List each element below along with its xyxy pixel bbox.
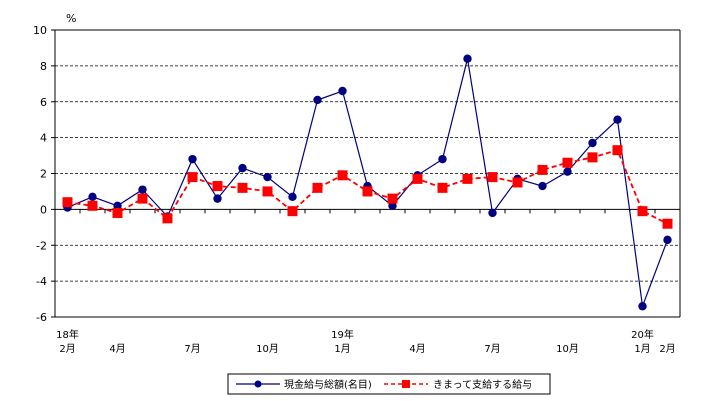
y-tick-label: -2 [36,239,47,252]
x-tick-label-month: 10月 [556,343,579,355]
x-tick-label-year: 18年 [56,328,79,341]
data-point-series-2 [262,186,273,197]
x-tick-label-month: 4月 [409,343,425,355]
grid-lines [55,29,680,282]
x-tick-label-month: 1月 [334,343,350,355]
x-tick-label-month: 7月 [484,343,500,355]
data-point-series-2 [512,177,523,188]
data-point-series-2 [137,193,148,204]
x-tick-label-month: 2月 [659,343,675,355]
y-tick-label: 2 [40,168,47,181]
data-point-series-2 [412,173,423,184]
x-tick-label-month: 10月 [256,343,279,355]
data-point-series-1 [538,181,547,191]
data-point-series-2 [87,200,98,211]
data-point-series-2 [487,172,498,183]
y-tick-label: 0 [40,203,47,216]
data-point-series-1 [488,208,497,218]
data-point-series-2 [62,197,73,208]
data-point-series-2 [187,172,198,183]
x-tick-label-month: 4月 [109,343,125,355]
data-point-series-2 [312,182,323,193]
data-point-series-1 [388,201,397,210]
data-point-series-1 [213,194,222,203]
data-point-series-2 [562,157,573,168]
x-tick-label-month: 7月 [184,343,200,355]
axes [51,29,681,318]
data-point-series-1 [313,95,322,105]
x-tick-label-year: 20年 [631,328,654,341]
data-point-series-1 [238,163,247,173]
legend: 現金給与総額(名目) きまって支給する給与 [227,373,551,395]
legend-marker-series-2 [402,380,410,388]
data-point-series-2 [612,145,623,156]
y-tick-label: -4 [36,275,47,288]
data-point-series-1 [663,235,672,245]
data-point-series-2 [537,164,548,175]
data-point-series-1 [288,192,297,202]
data-point-series-1 [563,167,572,176]
data-point-series-1 [338,86,347,96]
data-point-series-1 [188,154,197,164]
y-tick-label: -6 [36,311,47,324]
x-tick-labels: 18年 2月 4月 7月 10月 19年 1月 4月 7月 10月 20年 1月 2月 [56,328,676,355]
series-group [62,54,673,311]
data-point-series-1 [88,192,97,202]
legend-label-series-1: 現金給与総額(名目) [284,378,372,391]
data-point-series-2 [337,170,348,181]
unit-label: % [66,12,76,25]
data-point-series-2 [112,207,123,218]
y-tick-label: 10 [33,24,47,37]
data-point-series-2 [387,193,398,204]
data-point-series-1 [113,201,122,210]
data-point-series-2 [662,218,673,229]
data-point-series-2 [462,173,473,184]
data-point-series-1 [588,138,597,148]
data-point-series-1 [438,154,447,164]
data-point-series-1 [263,172,272,182]
data-point-series-1 [638,302,647,311]
data-point-series-2 [637,206,648,217]
data-point-series-2 [362,186,373,197]
data-point-series-1 [138,185,147,194]
data-point-series-2 [287,206,298,217]
data-point-series-2 [437,182,448,193]
legend-box [227,373,551,395]
legend-marker-series-1 [254,380,262,388]
data-point-series-2 [212,181,223,192]
data-point-series-1 [463,54,472,63]
x-tick-label-month: 1月 [634,343,650,355]
data-point-series-2 [162,213,173,224]
x-tick-label-year: 19年 [331,328,354,341]
legend-label-series-2: きまって支給する給与 [433,378,532,391]
data-point-series-1 [613,115,622,124]
x-tick-label-month: 2月 [59,343,75,355]
y-tick-label: 6 [40,96,47,109]
y-tick-labels: 10 8 6 4 2 0 -2 -4 -6 [33,24,47,324]
y-tick-label: 8 [40,60,47,73]
y-tick-label: 4 [40,132,47,145]
data-point-series-2 [587,152,598,163]
data-point-series-2 [237,182,248,193]
